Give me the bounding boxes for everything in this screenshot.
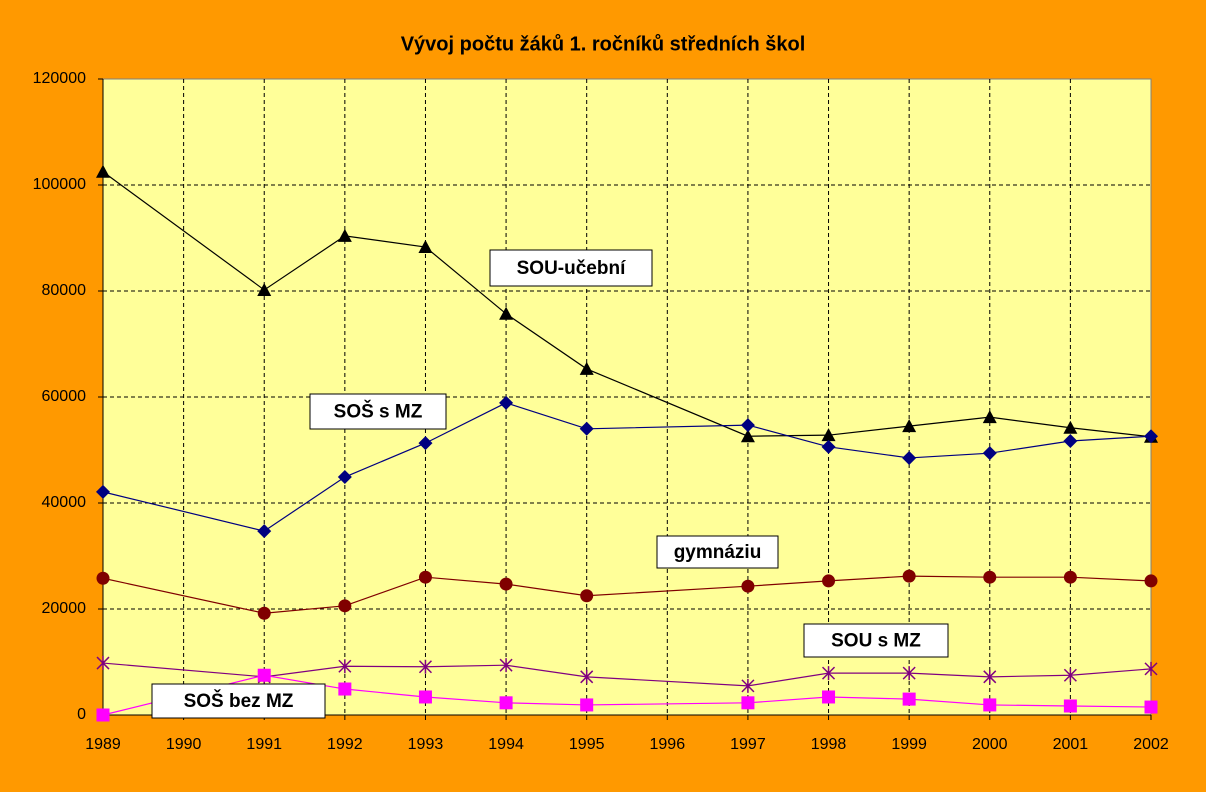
data-point: [822, 574, 836, 588]
x-tick-label: 1989: [85, 736, 121, 753]
data-point: [822, 690, 836, 704]
data-point: [337, 470, 352, 485]
series-label-box: [151, 683, 326, 719]
x-tick-label: 1993: [408, 736, 444, 753]
data-point: [96, 656, 110, 671]
data-point: [257, 668, 271, 682]
series-line: [102, 575, 1152, 614]
data-point: [821, 428, 836, 442]
data-point: [983, 698, 997, 712]
data-point: [257, 606, 271, 620]
data-point: [96, 571, 110, 585]
data-point: [499, 306, 514, 320]
data-point: [821, 439, 836, 454]
x-tick-label: 2001: [1053, 736, 1089, 753]
series-label: SOŠ bez MZ: [184, 690, 294, 712]
data-point: [580, 589, 594, 603]
data-point: [499, 395, 514, 410]
data-point: [257, 524, 272, 539]
data-point: [499, 696, 513, 710]
data-point: [579, 421, 594, 436]
plot-area: [102, 78, 1152, 716]
data-point: [1063, 570, 1077, 584]
data-point: [580, 698, 594, 712]
data-point: [257, 282, 272, 296]
data-point: [580, 669, 594, 684]
data-point: [740, 429, 755, 443]
y-tick-label: 20000: [42, 600, 87, 617]
data-point: [96, 708, 110, 722]
x-tick-label: 2000: [972, 736, 1008, 753]
data-point: [982, 446, 997, 461]
y-tick-label: 60000: [42, 388, 87, 405]
data-point: [902, 569, 916, 583]
x-tick-label: 1992: [327, 736, 363, 753]
chart-title: Vývoj počtu žáků 1. ročníků středních šk…: [401, 33, 806, 55]
y-tick-label: 100000: [33, 176, 86, 193]
data-point: [418, 436, 433, 451]
y-tick-label: 120000: [33, 70, 86, 87]
series-line: [102, 171, 1152, 438]
data-point: [982, 410, 997, 424]
data-point: [338, 682, 352, 696]
x-tick-label: 2002: [1133, 736, 1169, 753]
data-point: [418, 690, 432, 704]
data-point: [902, 692, 916, 706]
series-line: [102, 674, 1152, 716]
data-point: [499, 577, 513, 591]
data-point: [96, 484, 110, 499]
data-point: [902, 450, 917, 465]
data-point: [983, 669, 997, 684]
x-tick-label: 1997: [730, 736, 766, 753]
series-label-box: [803, 623, 949, 658]
y-tick-label: 0: [77, 706, 86, 723]
data-point: [338, 599, 352, 613]
x-tick-label: 1996: [650, 736, 686, 753]
y-tick-label: 80000: [42, 282, 87, 299]
data-point: [337, 228, 352, 242]
data-point: [418, 570, 432, 584]
data-point: [1063, 668, 1077, 683]
x-tick-label: 1995: [569, 736, 605, 753]
data-point: [1063, 420, 1078, 434]
data-point: [499, 658, 513, 673]
data-point: [983, 570, 997, 584]
series-label-box: [309, 393, 447, 430]
series-label: gymnáziu: [674, 542, 762, 563]
x-tick-label: 1991: [246, 736, 282, 753]
series-label-box: [489, 249, 653, 287]
data-point: [1144, 574, 1158, 588]
data-point: [740, 418, 755, 433]
data-point: [96, 164, 110, 178]
data-point: [1144, 429, 1158, 444]
data-point: [338, 659, 352, 674]
series-line: [102, 662, 1152, 687]
series-line: [102, 402, 1152, 532]
x-tick-label: 1994: [488, 736, 524, 753]
series-label-box: [656, 535, 779, 569]
x-tick-label: 1999: [891, 736, 927, 753]
series-label: SOU-učební: [517, 258, 626, 279]
x-tick-label: 1998: [811, 736, 847, 753]
data-point: [418, 240, 433, 254]
data-point: [1144, 661, 1158, 676]
data-point: [902, 419, 917, 433]
x-tick-label: 1990: [166, 736, 202, 753]
series-label: SOU s MZ: [831, 631, 921, 652]
data-point: [418, 659, 432, 674]
y-tick-label: 40000: [42, 494, 87, 511]
data-point: [741, 696, 755, 710]
data-point: [902, 666, 916, 681]
series-label: SOŠ s MZ: [334, 401, 423, 423]
data-point: [1144, 700, 1158, 714]
data-point: [1063, 433, 1078, 448]
data-point: [741, 678, 755, 693]
data-point: [579, 361, 594, 375]
data-point: [741, 579, 755, 593]
data-point: [1063, 699, 1077, 713]
data-point: [822, 666, 836, 681]
